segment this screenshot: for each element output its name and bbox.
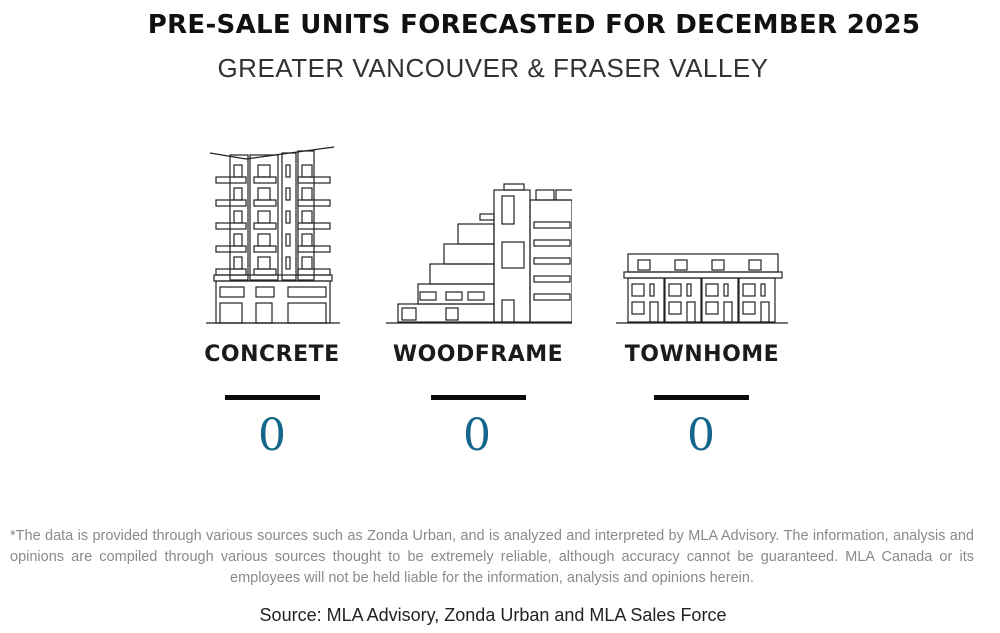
value-townhome: 0 xyxy=(687,410,715,461)
divider-woodframe xyxy=(431,395,526,400)
value-woodframe: 0 xyxy=(463,410,491,461)
concrete-tower-icon xyxy=(206,146,340,324)
divider-concrete xyxy=(225,395,320,400)
category-label-woodframe: WOODFRAME xyxy=(392,342,564,367)
townhome-row-icon xyxy=(616,253,788,324)
page-subtitle: GREATER VANCOUVER & FRASER VALLEY xyxy=(217,53,769,83)
disclaimer: *The data is provided through various so… xyxy=(10,528,974,586)
woodframe-building-icon xyxy=(386,183,572,324)
category-label-concrete: CONCRETE xyxy=(204,342,340,367)
category-label-townhome: TOWNHOME xyxy=(624,342,780,367)
value-concrete: 0 xyxy=(258,410,286,461)
page-title: PRE-SALE UNITS FORECASTED FOR DECEMBER 2… xyxy=(147,10,921,40)
divider-townhome xyxy=(654,395,749,400)
source-note: Source: MLA Advisory, Zonda Urban and ML… xyxy=(259,605,727,625)
